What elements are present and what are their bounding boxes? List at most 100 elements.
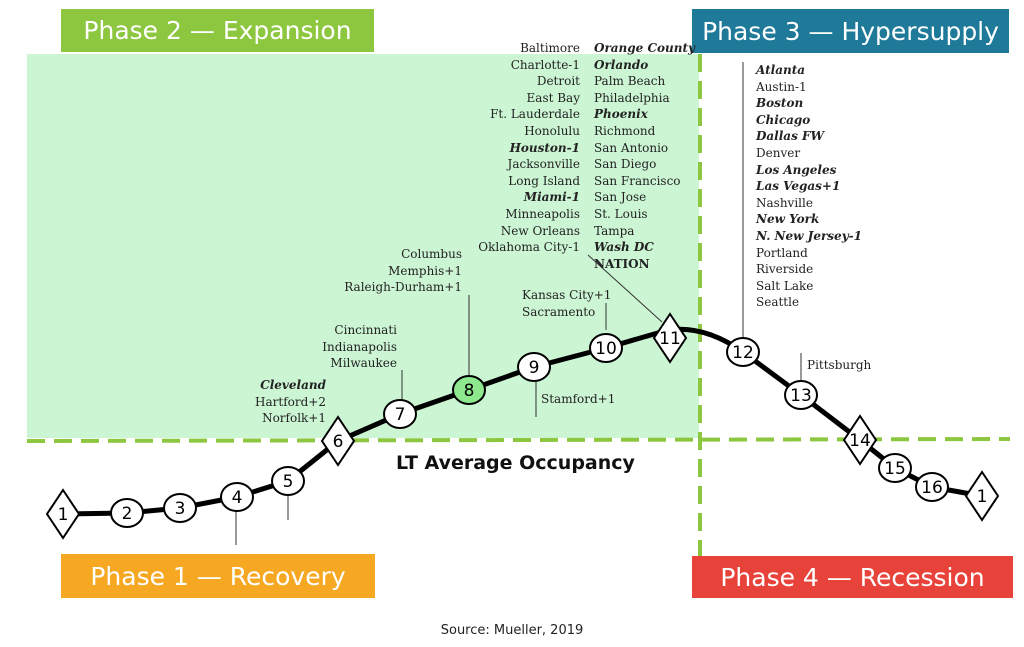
city-label: Detroit: [536, 74, 580, 89]
city-label: Indianapolis: [322, 339, 397, 354]
cycle-point-label: 3: [175, 499, 186, 519]
leader-line-11: [587, 254, 663, 323]
cycle-point-label: 13: [790, 386, 812, 406]
city-label: Houston-1: [509, 140, 580, 155]
cycle-point-label: 14: [849, 431, 871, 451]
city-label: San Jose: [594, 190, 647, 205]
city-label: Long Island: [508, 173, 580, 188]
cycle-point-label: 10: [595, 339, 617, 359]
cycle-point-circle: [271, 466, 305, 496]
city-label: Norfolk+1: [262, 411, 326, 426]
cycle-point-11: 11: [652, 312, 688, 364]
city-label: Chicago: [756, 112, 811, 127]
cycle-point-circle: [452, 375, 486, 405]
cycle-point-12: 12: [726, 337, 760, 367]
city-label: Orlando: [594, 57, 649, 72]
city-label: New York: [756, 212, 820, 227]
cycle-point-16: 16: [915, 472, 949, 502]
cycle-point-9: 9: [517, 352, 551, 382]
phase-4-recession-banner: Phase 4 — Recession: [692, 556, 1013, 598]
cycle-point-label: 2: [122, 504, 133, 524]
point-10-cities-list: Kansas City+1 Sacramento: [522, 287, 611, 320]
city-label: Riverside: [756, 262, 814, 277]
city-label: Las Vegas+1: [756, 179, 841, 194]
city-label: East Bay: [526, 90, 580, 105]
city-label: Salt Lake: [756, 278, 814, 293]
phase-2-expansion-banner: Phase 2 — Expansion: [61, 9, 374, 52]
city-label: Philadelphia: [594, 90, 670, 105]
point-13-cities-list: Pittsburgh: [807, 357, 871, 374]
city-label: Baltimore: [520, 41, 580, 55]
cycle-point-diamond: [842, 414, 878, 466]
city-label: Stamford+1: [541, 392, 616, 406]
city-label: San Francisco: [594, 173, 681, 188]
cycle-point-circle: [878, 453, 912, 483]
cycle-point-diamond: [652, 312, 688, 364]
city-label: Minneapolis: [505, 206, 580, 221]
point-7-cities-list: Cincinnati Indianapolis Milwaukee: [322, 322, 397, 372]
cycle-point-3: 3: [163, 493, 197, 523]
cycle-point-label: 12: [732, 343, 754, 363]
city-label: NATION: [594, 256, 650, 271]
cycle-point-13: 13: [784, 380, 818, 410]
point-8-cities-list: Columbus Memphis+1 Raleigh-Durham+1: [344, 246, 462, 296]
cycle-point-7: 7: [383, 399, 417, 429]
cycle-point-diamond: [45, 488, 81, 540]
city-label: Boston: [756, 96, 804, 111]
city-label: Raleigh-Durham+1: [344, 280, 462, 294]
cycle-point-15: 15: [878, 453, 912, 483]
city-label: Columbus: [401, 247, 462, 261]
lt-average-occupancy-label: LT Average Occupancy: [396, 452, 635, 474]
cycle-point-label: 1: [58, 505, 69, 525]
city-label: Charlotte-1: [510, 57, 580, 72]
city-label: Ft. Lauderdale: [490, 107, 580, 122]
city-label: Orange County: [594, 41, 695, 55]
cycle-point-5: 5: [271, 466, 305, 496]
phase-1-recovery-banner: Phase 1 — Recovery: [61, 554, 375, 598]
city-label: Cincinnati: [334, 323, 397, 337]
cycle-point-label: 1: [977, 487, 988, 507]
city-label: Honolulu: [524, 123, 580, 138]
city-label: Austin-1: [756, 79, 807, 94]
cycle-point-label: 11: [659, 329, 681, 349]
city-label: Seattle: [756, 295, 800, 310]
cycle-point-circle: [110, 498, 144, 528]
cycle-point-circle: [589, 333, 623, 363]
cycle-point-circle: [517, 352, 551, 382]
cycle-point-circle: [726, 337, 760, 367]
cycle-point-14: 14: [842, 414, 878, 466]
hypersupply-cities-list: Atlanta Austin-1 Boston Chicago Dallas FW Den…: [756, 62, 862, 311]
cycle-point-label: 8: [464, 381, 475, 401]
cycle-point-circle: [383, 399, 417, 429]
point-6-cities-list: Cleveland Hartford+2 Norfolk+1: [255, 377, 326, 427]
city-label: New Orleans: [500, 223, 580, 238]
city-label: Denver: [756, 145, 801, 160]
city-label: Portland: [756, 245, 808, 260]
city-label: Memphis+1: [388, 263, 462, 278]
cycle-point-2: 2: [110, 498, 144, 528]
cycle-point-circle: [915, 472, 949, 502]
cycle-point-label: 5: [283, 472, 294, 492]
city-label: Pittsburgh: [807, 358, 872, 372]
city-label: Dallas FW: [756, 129, 825, 144]
cycle-curve: [62, 326, 983, 517]
cycle-point-label: 9: [529, 358, 540, 378]
city-label: Los Angeles: [756, 162, 837, 177]
city-label: Milwaukee: [330, 356, 397, 370]
city-label: N. New Jersey-1: [756, 228, 862, 243]
cycle-point-8: 8: [452, 375, 486, 405]
cycle-point-1: 1: [964, 470, 1000, 522]
cycle-point-10: 10: [589, 333, 623, 363]
city-label: San Antonio: [594, 140, 669, 155]
cycle-point-circle: [784, 380, 818, 410]
city-label: Miami-1: [523, 190, 580, 205]
city-label: Hartford+2: [255, 394, 326, 409]
peak-cities-right-column: Orange County Orlando Palm Beach Philadelph…: [594, 40, 695, 272]
city-label: Phoenix: [594, 107, 648, 122]
city-label: Kansas City+1: [522, 288, 612, 302]
phase-3-hypersupply-banner: Phase 3 — Hypersupply: [692, 9, 1009, 53]
cycle-point-circle: [220, 482, 254, 512]
cycle-point-circle: [163, 493, 197, 523]
expansion-zone: [27, 54, 699, 438]
